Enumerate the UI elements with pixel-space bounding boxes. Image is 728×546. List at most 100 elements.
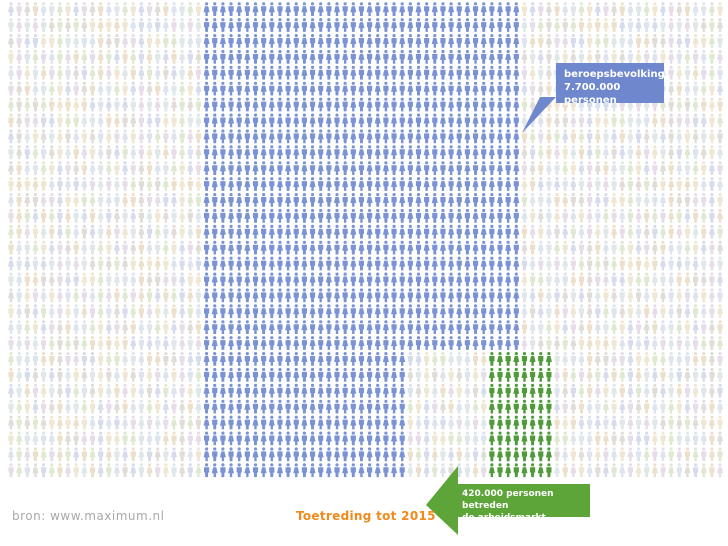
population-person <box>668 65 674 80</box>
workforce-person <box>342 383 348 398</box>
population-person <box>195 161 202 175</box>
population-person <box>130 272 137 287</box>
population-person <box>98 129 104 144</box>
workforce-person <box>415 161 422 175</box>
workforce-person <box>204 367 210 382</box>
population-person <box>537 113 544 128</box>
population-person <box>97 208 104 223</box>
workforce-person <box>415 2 422 16</box>
population-person <box>570 272 577 287</box>
workforce-person <box>325 208 332 223</box>
population-person <box>146 272 153 287</box>
population-person <box>146 208 153 223</box>
population-person <box>627 129 634 144</box>
population-person <box>700 399 707 414</box>
population-person <box>603 224 609 239</box>
workforce-person <box>366 447 373 462</box>
population-person <box>701 161 707 175</box>
population-person <box>122 320 129 334</box>
population-person <box>415 367 422 382</box>
workforce-person <box>342 49 349 64</box>
workforce-person <box>391 2 397 16</box>
population-person <box>635 304 642 319</box>
population-person <box>594 224 601 239</box>
population-person <box>472 383 479 398</box>
workforce-person <box>268 193 275 207</box>
population-person <box>619 383 625 398</box>
population-person <box>73 272 79 287</box>
workforce-person <box>318 272 324 287</box>
population-person <box>187 34 194 48</box>
workforce-person <box>431 193 438 207</box>
population-person <box>24 383 31 398</box>
population-person <box>431 447 438 462</box>
population-person <box>8 256 14 271</box>
population-person <box>619 49 626 64</box>
population-person <box>472 415 479 430</box>
population-person <box>652 193 658 207</box>
population-person <box>98 2 104 17</box>
population-person <box>171 97 177 112</box>
workforce-person <box>293 224 299 239</box>
workforce-person <box>424 97 430 112</box>
workforce-person <box>269 431 275 446</box>
population-person <box>693 336 699 350</box>
workforce-person <box>456 145 463 160</box>
population-person <box>602 240 609 255</box>
workforce-person <box>366 97 373 112</box>
workforce-person <box>513 145 519 160</box>
population-person <box>16 2 22 16</box>
population-person <box>619 399 626 414</box>
population-person <box>660 240 666 255</box>
population-person <box>701 33 707 48</box>
population-person <box>692 2 699 16</box>
population-person <box>24 2 31 16</box>
workforce-person <box>342 65 348 80</box>
population-person <box>16 224 22 239</box>
workforce-person <box>431 224 438 239</box>
population-person <box>154 256 161 271</box>
workforce-person <box>268 161 275 175</box>
population-person <box>81 352 87 366</box>
workforce-person <box>399 415 406 430</box>
population-person <box>619 415 625 430</box>
population-person <box>480 352 487 366</box>
entrant-person <box>497 367 503 382</box>
workforce-person <box>228 352 234 366</box>
population-person <box>595 367 601 382</box>
population-person <box>570 383 576 398</box>
population-person <box>122 304 128 319</box>
population-person <box>105 129 112 144</box>
population-person <box>570 336 577 350</box>
workforce-person <box>497 161 503 175</box>
population-person <box>122 97 129 112</box>
population-person <box>65 351 71 366</box>
population-person <box>138 367 144 382</box>
population-person <box>546 304 552 319</box>
population-person <box>708 383 715 398</box>
population-person <box>81 224 87 239</box>
population-person <box>16 18 23 32</box>
workforce-person <box>513 224 520 239</box>
population-person <box>179 367 186 382</box>
workforce-person <box>268 129 275 144</box>
population-person <box>171 113 177 128</box>
population-person <box>130 208 137 223</box>
population-person <box>602 18 609 32</box>
population-person <box>554 208 561 223</box>
population-person <box>684 97 691 112</box>
population-person <box>73 177 79 191</box>
workforce-person <box>318 81 324 96</box>
population-person <box>432 463 438 478</box>
workforce-person <box>382 2 389 16</box>
population-person <box>611 2 618 16</box>
population-person <box>432 367 438 382</box>
population-person <box>627 208 633 223</box>
population-person <box>163 2 169 17</box>
population-person <box>154 320 161 334</box>
population-person <box>530 336 536 350</box>
workforce-person <box>220 18 226 32</box>
workforce-person <box>424 65 430 80</box>
workforce-person <box>513 320 520 334</box>
population-person <box>635 256 642 271</box>
